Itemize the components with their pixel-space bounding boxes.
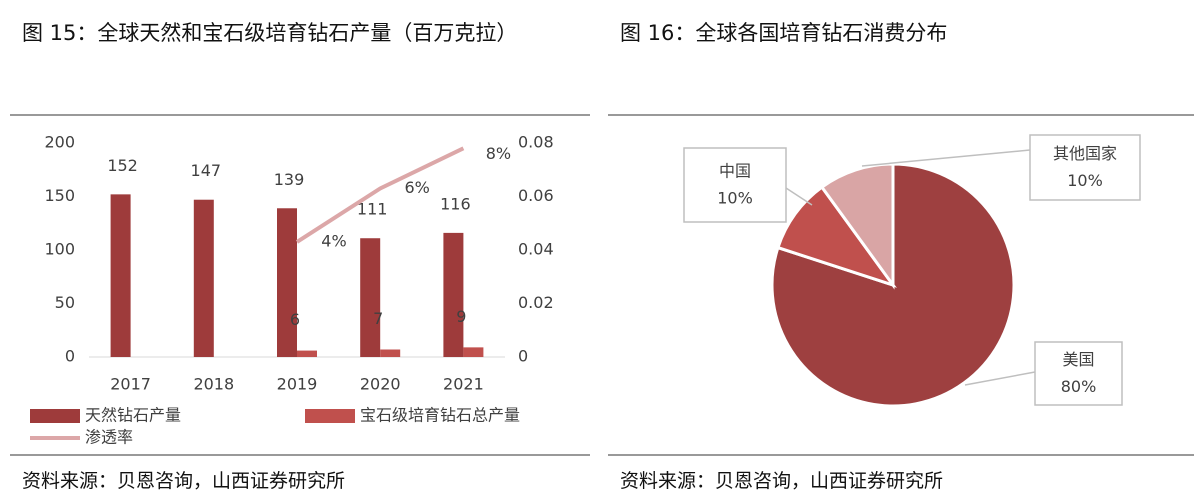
x-tick-label: 2017 <box>110 375 151 394</box>
x-tick-label: 2018 <box>193 375 234 394</box>
y2-tick-label: 0.06 <box>518 186 554 205</box>
line <box>295 146 465 244</box>
chart-title: 图 16：全球各国培育钻石消费分布 <box>620 21 948 45</box>
slice-label: 美国 <box>1062 350 1094 369</box>
label-box <box>1034 341 1123 406</box>
bar <box>277 208 297 357</box>
bar <box>110 194 131 357</box>
data-label: 6 <box>290 310 300 329</box>
y2-tick-label: 0.08 <box>518 133 554 152</box>
data-label: 8% <box>486 144 511 163</box>
slice-label: 中国 <box>719 162 751 181</box>
data-label: 147 <box>191 161 222 180</box>
legend-label: 渗透率 <box>85 428 133 447</box>
x-tick-label: 2019 <box>277 375 318 394</box>
legend-swatch <box>30 409 80 423</box>
y-tick-label: 0 <box>65 347 75 366</box>
y-tick-label: 50 <box>55 293 75 312</box>
data-label: 139 <box>274 170 305 189</box>
slice-value: 10% <box>1067 171 1103 190</box>
chart-title: 图 15：全球天然和宝石级培育钻石产量（百万克拉） <box>22 21 518 45</box>
y-tick-label: 100 <box>44 240 75 259</box>
slice-label: 其他国家 <box>1053 144 1117 163</box>
y-tick-label: 150 <box>44 186 75 205</box>
data-label: 4% <box>321 231 346 250</box>
data-label: 7 <box>373 309 383 328</box>
bar <box>193 199 214 357</box>
data-label: 152 <box>107 156 138 175</box>
label-box <box>683 147 787 223</box>
y2-tick-label: 0 <box>518 347 528 366</box>
y2-tick-label: 0.04 <box>518 240 554 259</box>
legend-swatch <box>305 409 355 423</box>
y2-tick-label: 0.02 <box>518 293 554 312</box>
data-label: 111 <box>357 200 388 219</box>
bar <box>297 350 317 357</box>
x-tick-label: 2021 <box>443 375 484 394</box>
leader-line <box>964 371 1036 386</box>
legend-label: 天然钻石产量 <box>85 406 181 425</box>
bar <box>443 232 464 357</box>
leader-line <box>785 187 813 206</box>
source-note: 资料来源：贝恩咨询，山西证券研究所 <box>620 470 944 492</box>
slice-value: 80% <box>1061 377 1097 396</box>
bar <box>463 347 484 357</box>
pie-slice <box>819 162 895 290</box>
source-note: 资料来源：贝恩咨询，山西证券研究所 <box>22 470 346 492</box>
data-label: 116 <box>440 194 471 213</box>
legend-label: 宝石级培育钻石总产量 <box>360 406 520 425</box>
bar <box>360 238 381 357</box>
leader-line <box>861 149 1031 167</box>
data-label: 9 <box>456 307 466 326</box>
data-label: 6% <box>405 178 430 197</box>
y-tick-label: 200 <box>44 133 75 152</box>
label-box <box>1029 134 1141 201</box>
x-tick-label: 2020 <box>360 375 401 394</box>
slice-value: 10% <box>717 189 753 208</box>
bar <box>380 349 401 357</box>
